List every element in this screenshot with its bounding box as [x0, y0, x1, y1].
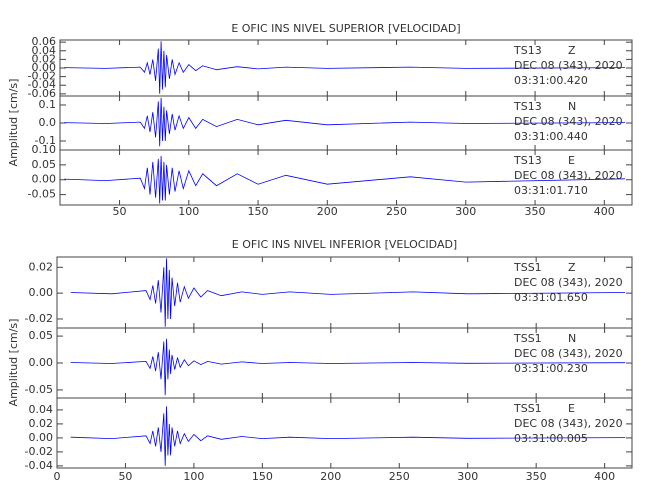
panel-frame	[56, 397, 633, 469]
component-label: N	[568, 100, 576, 113]
x-tick-label: 0	[54, 470, 61, 483]
x-tick-label: 250	[386, 205, 407, 218]
y-tick-label: -0.05	[25, 383, 53, 396]
x-tick-label: 400	[594, 470, 615, 483]
y-tick-label: 0.02	[29, 417, 54, 430]
x-tick-label: 300	[455, 205, 476, 218]
x-tick-label: 300	[457, 470, 478, 483]
y-tick-label: 0.04	[32, 44, 57, 57]
time-label: 03:31:00.420	[514, 74, 588, 87]
x-tick-label: 200	[317, 205, 338, 218]
x-tick-label: 350	[526, 470, 547, 483]
x-tick-label: 250	[389, 470, 410, 483]
date-label: DEC 08 (343), 2020	[514, 276, 623, 289]
time-label: 03:31:00.440	[514, 130, 588, 143]
component-label: Z	[568, 44, 576, 57]
waveform	[64, 97, 626, 147]
x-tick-label: 150	[252, 470, 273, 483]
waveform	[70, 258, 626, 327]
y-tick-label: -0.02	[25, 312, 53, 325]
waveform	[64, 155, 626, 204]
y-tick-label: -0.04	[28, 78, 56, 91]
panel-frame	[59, 149, 633, 206]
x-tick-label: 200	[320, 470, 341, 483]
y-tick-label: 0.10	[32, 143, 57, 156]
time-label: 03:31:01.650	[514, 291, 588, 304]
y-tick-label: 0.06	[32, 35, 57, 48]
y-tick-label: 0.00	[32, 173, 57, 186]
x-tick-label: 150	[248, 205, 269, 218]
waveform	[70, 338, 626, 396]
y-tick-label: -0.04	[25, 459, 53, 472]
y-tick-label: 0.04	[29, 403, 54, 416]
date-label: DEC 08 (343), 2020	[514, 417, 623, 430]
time-label: 03:31:00.005	[514, 432, 588, 445]
chart-title: E OFIC INS NIVEL INFERIOR [VELOCIDAD]	[232, 238, 457, 251]
y-tick-label: 0.0	[39, 116, 57, 129]
station-label: TS13	[513, 154, 542, 167]
station-label: TSS1	[513, 402, 542, 415]
station-label: TS13	[513, 44, 542, 57]
station-label: TS13	[513, 100, 542, 113]
y-tick-label: 0.05	[32, 158, 57, 171]
x-tick-label: 50	[118, 470, 132, 483]
component-label: E	[568, 402, 575, 415]
y-tick-label: 0.02	[29, 260, 54, 273]
date-label: DEC 08 (343), 2020	[514, 347, 623, 360]
x-tick-label: 100	[178, 205, 199, 218]
x-tick-label: 350	[525, 205, 546, 218]
y-tick-label: -0.1	[35, 134, 56, 147]
y-tick-label: -0.02	[28, 70, 56, 83]
y-tick-label: 0.00	[29, 286, 54, 299]
y-tick-label: 0.1	[39, 98, 57, 111]
station-label: TSS1	[513, 332, 542, 345]
station-label: TSS1	[513, 261, 542, 274]
waveform	[64, 41, 626, 94]
y-tick-label: 0.00	[29, 431, 54, 444]
y-tick-label: -0.06	[28, 87, 56, 100]
component-label: N	[568, 332, 576, 345]
time-label: 03:31:00.230	[514, 362, 588, 375]
y-tick-label: 0.00	[29, 356, 54, 369]
date-label: DEC 08 (343), 2020	[514, 59, 623, 72]
y-axis-label: Amplitud [cm/s]	[7, 79, 20, 167]
waveform	[70, 406, 626, 466]
x-tick-label: 50	[113, 205, 127, 218]
component-label: E	[568, 154, 575, 167]
y-tick-label: 0.02	[32, 52, 57, 65]
x-tick-label: 400	[594, 205, 615, 218]
y-axis-label: Amplitud [cm/s]	[7, 319, 20, 407]
y-tick-label: 0.00	[32, 61, 57, 74]
date-label: DEC 08 (343), 2020	[514, 169, 623, 182]
component-label: Z	[568, 261, 576, 274]
y-tick-label: -0.05	[28, 188, 56, 201]
chart-title: E OFIC INS NIVEL SUPERIOR [VELOCIDAD]	[231, 22, 460, 35]
time-label: 03:31:01.710	[514, 184, 588, 197]
date-label: DEC 08 (343), 2020	[514, 115, 623, 128]
y-tick-label: 0.05	[29, 329, 54, 342]
x-tick-label: 100	[183, 470, 204, 483]
y-tick-label: -0.02	[25, 445, 53, 458]
